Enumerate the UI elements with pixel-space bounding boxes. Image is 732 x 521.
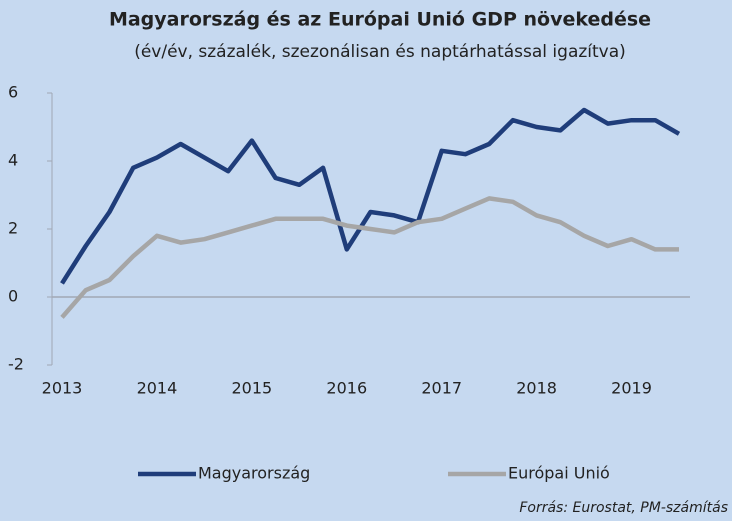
- x-tick-label: 2016: [326, 379, 367, 398]
- legend-label: Európai Unió: [508, 464, 610, 483]
- x-tick-label: 2013: [42, 379, 83, 398]
- y-tick-label: 2: [8, 219, 18, 238]
- chart-subtitle: (év/év, százalék, szezonálisan és naptár…: [134, 42, 626, 62]
- legend-label: Magyarország: [198, 464, 310, 483]
- x-tick-label: 2018: [516, 379, 557, 398]
- series-line: [60, 196, 679, 319]
- x-tick-label: 2019: [611, 379, 652, 398]
- x-tick-label: 2017: [421, 379, 462, 398]
- chart-title: Magyarország és az Európai Unió GDP növe…: [109, 9, 651, 31]
- y-tick-label: 4: [8, 151, 18, 170]
- y-tick-label: 6: [8, 83, 18, 102]
- x-tick-label: 2014: [137, 379, 178, 398]
- series-line: [60, 107, 681, 285]
- source-note: Forrás: Eurostat, PM-számítás: [519, 500, 728, 516]
- y-tick-label: 0: [8, 287, 18, 306]
- x-tick-label: 2015: [231, 379, 272, 398]
- y-tick-label: -2: [8, 355, 24, 374]
